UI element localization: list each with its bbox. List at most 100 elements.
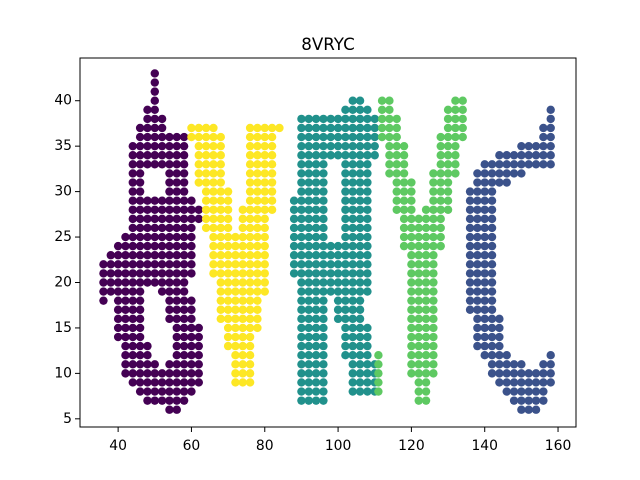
scatter-series xyxy=(187,123,284,387)
scatter-point xyxy=(128,205,137,214)
scatter-point xyxy=(172,160,181,169)
scatter-point xyxy=(363,232,372,242)
scatter-point xyxy=(304,151,313,160)
y-tick-label: 30 xyxy=(54,184,72,200)
scatter-point xyxy=(209,141,218,151)
scatter-point xyxy=(238,378,247,387)
scatter-point xyxy=(157,223,167,233)
scatter-point xyxy=(113,305,123,314)
scatter-point xyxy=(297,187,306,196)
scatter-point xyxy=(194,323,203,333)
scatter-point xyxy=(421,360,431,369)
scatter-point xyxy=(231,305,240,314)
scatter-point xyxy=(385,151,394,160)
scatter-point xyxy=(429,287,438,296)
scatter-point xyxy=(319,350,328,360)
scatter-point xyxy=(172,141,181,151)
scatter-point xyxy=(407,314,416,324)
scatter-point xyxy=(223,251,233,260)
y-tick-label: 10 xyxy=(54,365,72,381)
scatter-point xyxy=(216,151,225,160)
scatter-point xyxy=(319,323,328,333)
x-tick-label: 60 xyxy=(183,438,201,454)
scatter-point xyxy=(121,350,130,360)
scatter-point xyxy=(150,123,159,133)
scatter-point xyxy=(245,341,255,351)
scatter-point xyxy=(128,241,137,251)
scatter-point xyxy=(414,287,423,296)
scatter-point xyxy=(311,223,321,233)
scatter-point xyxy=(253,123,262,133)
scatter-point xyxy=(348,178,357,187)
scatter-point xyxy=(260,223,269,233)
scatter-point xyxy=(392,141,401,151)
scatter-point xyxy=(355,196,365,205)
scatter-point xyxy=(414,305,423,314)
scatter-point xyxy=(333,241,343,251)
scatter-point xyxy=(238,205,247,214)
scatter-point xyxy=(326,287,335,296)
scatter-point xyxy=(143,214,152,224)
scatter-point xyxy=(458,132,467,142)
scatter-point xyxy=(407,287,416,296)
scatter-point xyxy=(539,141,548,151)
scatter-point xyxy=(370,123,379,133)
scatter-point xyxy=(231,251,240,260)
scatter-point xyxy=(319,151,328,160)
scatter-point xyxy=(179,169,189,178)
scatter-point xyxy=(245,178,255,187)
scatter-point xyxy=(429,341,438,351)
scatter-point xyxy=(260,196,269,205)
scatter-point xyxy=(245,196,255,205)
scatter-point xyxy=(245,169,255,178)
scatter-point xyxy=(245,350,255,360)
scatter-point xyxy=(304,323,313,333)
scatter-point xyxy=(421,296,431,305)
scatter-point xyxy=(165,251,174,260)
scatter-point xyxy=(319,378,328,387)
scatter-point xyxy=(319,260,328,269)
scatter-point xyxy=(355,260,365,269)
scatter-point xyxy=(179,350,189,360)
scatter-point xyxy=(121,369,130,378)
scatter-point xyxy=(355,341,365,351)
scatter-point xyxy=(216,296,225,305)
scatter-point xyxy=(348,96,357,105)
scatter-point xyxy=(487,178,497,187)
scatter-point xyxy=(429,296,438,305)
scatter-point xyxy=(135,223,145,233)
x-tick-label: 140 xyxy=(471,438,498,454)
scatter-point xyxy=(385,132,394,142)
scatter-point xyxy=(172,360,181,369)
scatter-point xyxy=(223,205,233,214)
scatter-point xyxy=(458,105,467,115)
scatter-point xyxy=(370,141,379,151)
scatter-point xyxy=(311,160,321,169)
scatter-point xyxy=(143,232,152,242)
scatter-point xyxy=(245,369,255,378)
scatter-point xyxy=(495,169,504,178)
scatter-point xyxy=(194,360,203,369)
scatter-point xyxy=(385,96,394,105)
scatter-point xyxy=(443,205,453,214)
scatter-point xyxy=(128,314,137,324)
scatter-point xyxy=(429,214,438,224)
scatter-point xyxy=(333,305,343,314)
scatter-point xyxy=(187,223,196,233)
scatter-point xyxy=(253,314,262,324)
scatter-point xyxy=(297,241,306,251)
scatter-point xyxy=(223,232,233,242)
scatter-point xyxy=(341,132,350,142)
scatter-point xyxy=(495,332,504,342)
scatter-point xyxy=(143,387,152,396)
scatter-point xyxy=(135,387,145,396)
scatter-point xyxy=(179,378,189,387)
scatter-point xyxy=(348,350,357,360)
scatter-point xyxy=(341,251,350,260)
scatter-point xyxy=(172,214,181,224)
scatter-point xyxy=(143,141,152,151)
scatter-point xyxy=(194,141,203,151)
scatter-point xyxy=(245,214,255,224)
scatter-point xyxy=(209,160,218,169)
scatter-point xyxy=(172,332,181,342)
